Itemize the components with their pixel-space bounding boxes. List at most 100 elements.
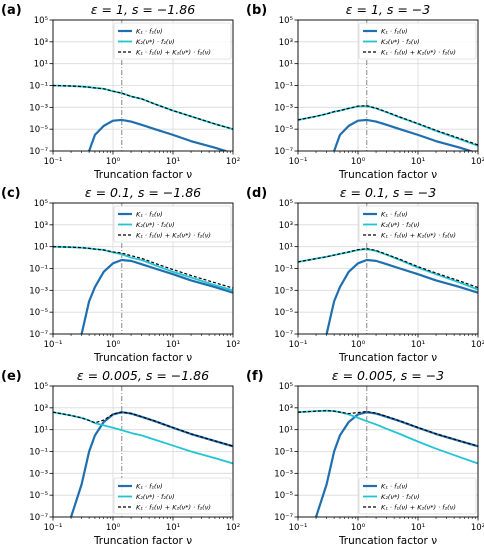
legend-label: K₂(ν*) · f₂(ν) (136, 38, 175, 46)
x-axis-label: Truncation factor ν (93, 352, 192, 364)
legend-label: K₁ · f₁(ν) (381, 210, 408, 218)
chart-title: ε = 0.1, s = −3 (340, 185, 436, 200)
y-tick-label: 10⁻⁵ (29, 125, 48, 135)
y-tick-label: 10⁻³ (29, 103, 48, 113)
y-tick-label: 10³ (279, 404, 293, 414)
series-line-sum (298, 248, 478, 289)
legend-label: K₁ · f₁(ν) + K₂(ν*) · f₂(ν) (381, 48, 456, 56)
legend-label: K₂(ν*) · f₂(ν) (381, 221, 420, 229)
x-axis-label: Truncation factor ν (93, 535, 192, 547)
legend: K₁ · f₁(ν) K₂(ν*) · f₂(ν) K₁ · f₁(ν) + K₂(… (113, 477, 232, 515)
y-tick-label: 10³ (34, 221, 48, 231)
y-tick-label: 10⁻⁵ (274, 308, 293, 318)
legend-label: K₁ · f₁(ν) (136, 210, 163, 218)
panel-label: (a) (1, 3, 22, 18)
panel-label: (c) (1, 186, 21, 201)
chart-title: ε = 1, s = −1.86 (91, 2, 195, 17)
series-line-k1 (325, 258, 478, 334)
y-tick-label: 10⁻¹ (29, 82, 48, 92)
x-tick-label: 10⁻¹ (44, 523, 63, 533)
chart-title: ε = 0.005, s = −3 (332, 368, 444, 383)
legend: K₁ · f₁(ν) K₂(ν*) · f₂(ν) K₁ · f₁(ν) + K₂(… (358, 477, 477, 515)
y-tick-label: 10⁻⁷ (274, 330, 293, 340)
x-tick-label: 10⁻¹ (289, 157, 308, 167)
x-tick-label: 10¹ (166, 157, 180, 167)
series-line-sum (53, 411, 233, 447)
legend-label: K₂(ν*) · f₂(ν) (381, 38, 420, 46)
x-tick-label: 10⁰ (351, 157, 366, 167)
x-tick-label: 10² (226, 157, 240, 167)
y-tick-label: 10³ (34, 404, 48, 414)
y-tick-label: 10⁻⁵ (29, 308, 48, 318)
x-axis-label: Truncation factor ν (338, 535, 437, 547)
y-tick-label: 10⁵ (34, 199, 48, 209)
x-tick-label: 10¹ (166, 523, 180, 533)
series-line-sum (298, 410, 478, 447)
chart-title: ε = 1, s = −3 (346, 2, 430, 17)
y-tick-label: 10⁻¹ (274, 265, 293, 275)
legend-label: K₂(ν*) · f₂(ν) (381, 493, 420, 501)
x-tick-label: 10² (226, 523, 240, 533)
chart-panel-f: (f) ε = 0.005, s = −310⁻¹ 10⁰ 10¹ 10²10⁻⁷10⁻… (246, 368, 484, 547)
legend: K₁ · f₁(ν) K₂(ν*) · f₂(ν) K₁ · f₁(ν) + K₂(… (113, 205, 232, 243)
series-line-k1 (88, 118, 229, 151)
y-tick-label: 10⁻¹ (29, 265, 48, 275)
legend-box (358, 477, 477, 515)
legend: K₁ · f₁(ν) K₂(ν*) · f₂(ν) K₁ · f₁(ν) + K₂(… (358, 22, 477, 60)
x-tick-label: 10⁰ (351, 523, 366, 533)
legend-label: K₁ · f₁(ν) + K₂(ν*) · f₂(ν) (136, 231, 211, 239)
y-tick-label: 10⁻⁷ (29, 513, 48, 523)
legend-label: K₁ · f₁(ν) + K₂(ν*) · f₂(ν) (136, 503, 211, 511)
legend-label: K₁ · f₁(ν) (381, 482, 408, 490)
y-tick-label: 10⁵ (279, 382, 293, 392)
chart-title: ε = 0.1, s = −1.86 (85, 185, 201, 200)
legend-label: K₂(ν*) · f₂(ν) (136, 493, 175, 501)
legend-label: K₁ · f₁(ν) (136, 27, 163, 35)
legend-label: K₂(ν*) · f₂(ν) (136, 221, 175, 229)
legend-label: K₁ · f₁(ν) + K₂(ν*) · f₂(ν) (381, 231, 456, 239)
x-tick-label: 10⁰ (351, 340, 366, 350)
chart-panel-e: (e) ε = 0.005, s = −1.86 10⁻¹ 10⁰ 10¹ 10² 10⁻⁷… (1, 368, 240, 547)
y-tick-label: 10¹ (34, 426, 48, 436)
y-tick-label: 10⁻⁵ (274, 491, 293, 501)
series-line-k1 (333, 118, 474, 151)
y-tick-label: 10⁻³ (274, 469, 293, 479)
x-tick-label: 10⁰ (106, 157, 121, 167)
panel-label: (b) (246, 3, 267, 18)
x-tick-label: 10² (226, 340, 240, 350)
y-tick-label: 10⁻¹ (274, 448, 293, 458)
legend-box (113, 477, 232, 515)
legend-label: K₁ · f₁(ν) (136, 482, 163, 490)
chart-panel-a: (a) ε = 1, s = −1.86 10⁻¹ 10⁰ 10¹ 10² 10⁻⁷ 10⁻⁵… (1, 2, 240, 181)
legend-box (113, 205, 232, 243)
y-tick-label: 10⁻⁵ (274, 125, 293, 135)
y-tick-label: 10⁻¹ (29, 448, 48, 458)
x-tick-label: 10⁻¹ (289, 523, 308, 533)
chart-panel-b: (b) ε = 1, s = −3 10⁻¹ 10⁰ 10¹ 10² 10⁻⁷ 10⁻⁵ 10⁻… (246, 2, 484, 181)
y-tick-label: 10⁻³ (29, 286, 48, 296)
legend-label: K₁ · f₁(ν) (381, 27, 408, 35)
x-tick-label: 10⁰ (106, 523, 121, 533)
x-tick-label: 10⁻¹ (44, 157, 63, 167)
panel-label: (e) (1, 369, 22, 384)
x-tick-label: 10¹ (411, 340, 425, 350)
series-line-sum (298, 105, 478, 146)
y-tick-label: 10¹ (34, 60, 48, 70)
legend: K₁ · f₁(ν) K₂(ν*) · f₂(ν) K₁ · f₁(ν) + K₂(… (113, 22, 232, 60)
x-tick-label: 10¹ (411, 157, 425, 167)
x-axis-label: Truncation factor ν (93, 169, 192, 181)
chart-panel-d: (d) ε = 0.1, s = −3 10⁻¹ 10⁰ 10¹ 10² 10⁻⁷ 10⁻⁵ 1… (246, 185, 484, 364)
y-tick-label: 10⁻⁷ (29, 147, 48, 157)
series-line-k1 (80, 258, 233, 334)
y-tick-label: 10⁻¹ (274, 82, 293, 92)
y-tick-label: 10⁻⁷ (274, 147, 293, 157)
y-tick-label: 10¹ (34, 243, 48, 253)
x-axis-label: Truncation factor ν (338, 169, 437, 181)
legend-label: K₁ · f₁(ν) + K₂(ν*) · f₂(ν) (381, 503, 456, 511)
x-tick-label: 10⁰ (106, 340, 121, 350)
x-tick-label: 10¹ (166, 340, 180, 350)
panel-label: (f) (246, 369, 264, 384)
y-tick-label: 10¹ (279, 426, 293, 436)
